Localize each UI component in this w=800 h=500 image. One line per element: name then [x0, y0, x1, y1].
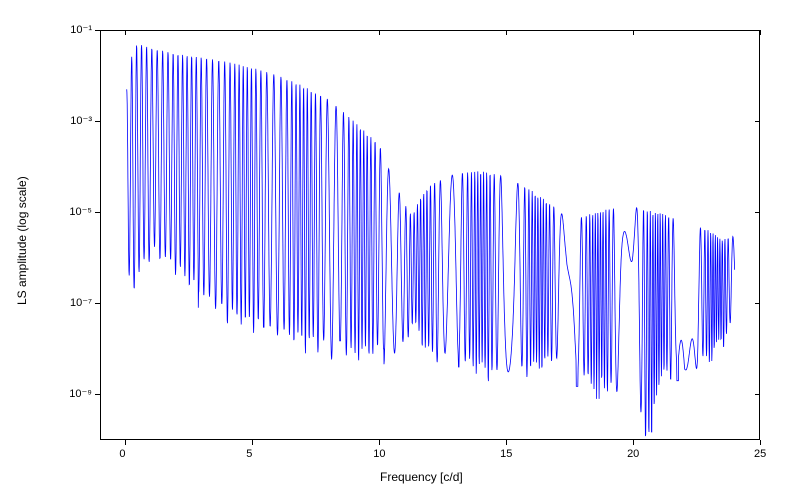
- x-tick-mark: [760, 440, 761, 445]
- y-tick-mark: [95, 212, 100, 213]
- x-tick-mark: [125, 440, 126, 445]
- y-tick-mark: [95, 303, 100, 304]
- y-tick-mark: [95, 30, 100, 31]
- periodogram-chart: Frequency [c/d] LS amplitude (log scale)…: [0, 0, 800, 500]
- y-tick-mark-right: [755, 212, 760, 213]
- y-tick-label: 10⁻¹: [70, 23, 92, 36]
- y-tick-mark-right: [755, 303, 760, 304]
- x-tick-label: 20: [627, 448, 639, 460]
- y-tick-mark: [95, 394, 100, 395]
- x-tick-label: 10: [373, 448, 385, 460]
- y-tick-mark-right: [755, 121, 760, 122]
- y-tick-label: 10⁻⁷: [70, 296, 92, 309]
- y-tick-label: 10⁻⁵: [69, 205, 92, 218]
- x-tick-label: 25: [754, 448, 766, 460]
- data-line: [0, 0, 800, 500]
- y-tick-mark-right: [755, 394, 760, 395]
- y-tick-mark-right: [755, 30, 760, 31]
- x-tick-mark: [379, 440, 380, 445]
- x-tick-mark-top: [125, 30, 126, 35]
- y-tick-label: 10⁻⁹: [69, 387, 92, 400]
- x-tick-label: 0: [119, 448, 125, 460]
- x-tick-mark: [252, 440, 253, 445]
- x-tick-mark-top: [760, 30, 761, 35]
- y-tick-mark: [95, 121, 100, 122]
- x-axis-label: Frequency [c/d]: [380, 470, 463, 484]
- y-tick-label: 10⁻³: [70, 114, 92, 127]
- x-tick-mark: [633, 440, 634, 445]
- x-tick-mark-top: [379, 30, 380, 35]
- x-tick-mark-top: [633, 30, 634, 35]
- x-tick-mark-top: [506, 30, 507, 35]
- x-tick-label: 15: [500, 448, 512, 460]
- y-axis-label: LS amplitude (log scale): [15, 176, 29, 305]
- x-tick-mark: [506, 440, 507, 445]
- x-tick-label: 5: [246, 448, 252, 460]
- x-tick-mark-top: [252, 30, 253, 35]
